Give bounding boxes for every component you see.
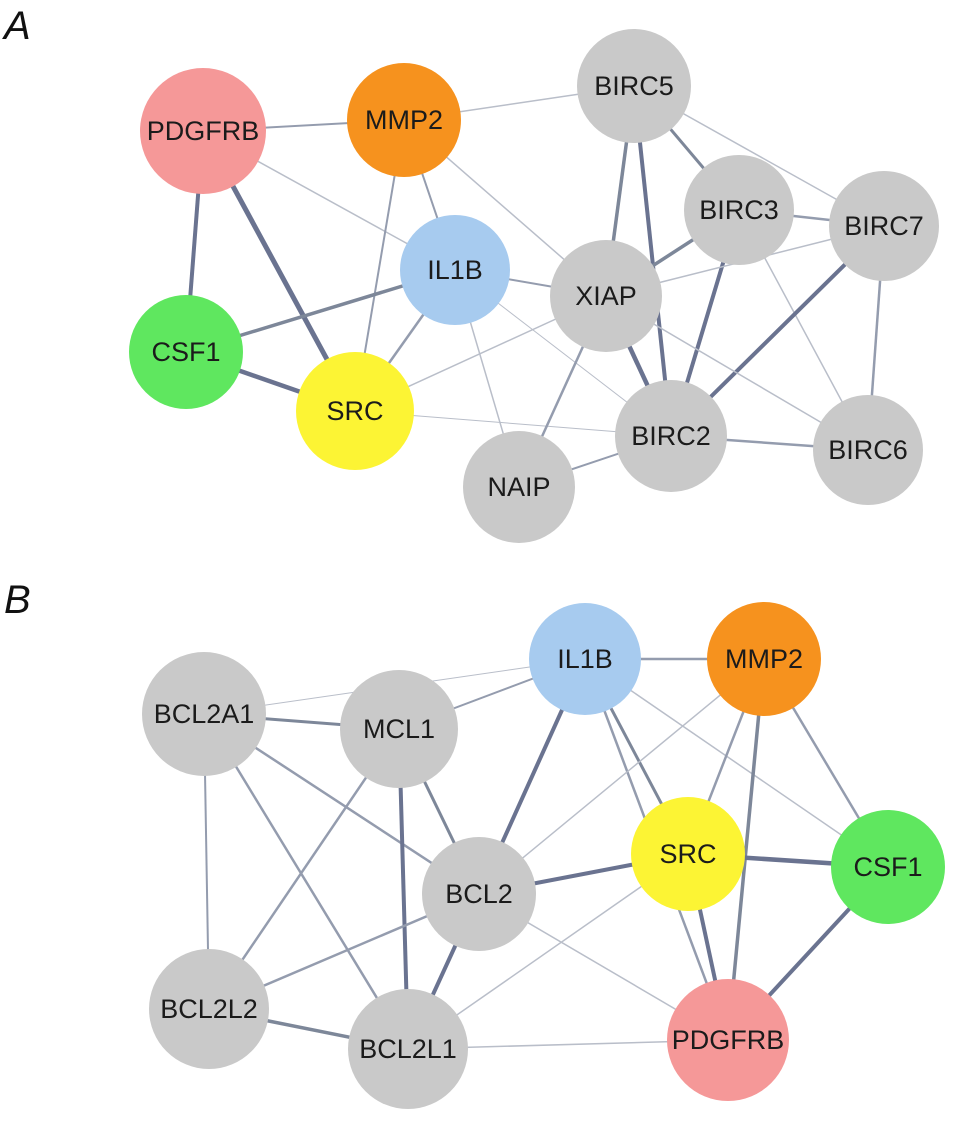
node-MMP2	[347, 63, 461, 177]
node-BCL2A1	[142, 652, 266, 776]
node-IL1B	[529, 603, 641, 715]
panel-a-network: PDGFRB MMP2BIRC5BIRC3BIRC7IL1BXIAPCSF1SRC…	[129, 29, 939, 543]
node-BIRC7	[829, 171, 939, 281]
edge-IL1B-CSF1	[584, 658, 889, 868]
node-BCL2L2	[149, 949, 269, 1069]
node-BCL2L1	[348, 989, 468, 1109]
node-CSF1	[831, 810, 945, 924]
panel-a-label: A	[4, 4, 31, 48]
edge-BCL2A1-BCL2L1	[202, 713, 410, 1050]
node-BIRC5	[577, 29, 691, 143]
node-SRC	[296, 352, 414, 470]
edge-BIRC5-BIRC2	[632, 85, 673, 437]
node-CSF1	[129, 295, 243, 409]
node-PDGFRB	[667, 979, 789, 1101]
edge-MMP2-PDGFRB	[726, 658, 766, 1041]
panel-b-label: B	[4, 578, 31, 622]
node-BIRC6	[813, 395, 923, 505]
node-MMP2	[707, 602, 821, 716]
node-NAIP	[463, 431, 575, 543]
node-BIRC3	[684, 155, 794, 265]
node-XIAP	[550, 240, 662, 352]
node-PDGFRB	[140, 68, 266, 194]
node-IL1B	[400, 215, 510, 325]
node-SRC	[631, 797, 745, 911]
node-MCL1	[340, 670, 458, 788]
node-BIRC2	[615, 380, 727, 492]
edge-MMP2-BCL2	[478, 658, 765, 895]
node-BCL2	[422, 837, 536, 951]
